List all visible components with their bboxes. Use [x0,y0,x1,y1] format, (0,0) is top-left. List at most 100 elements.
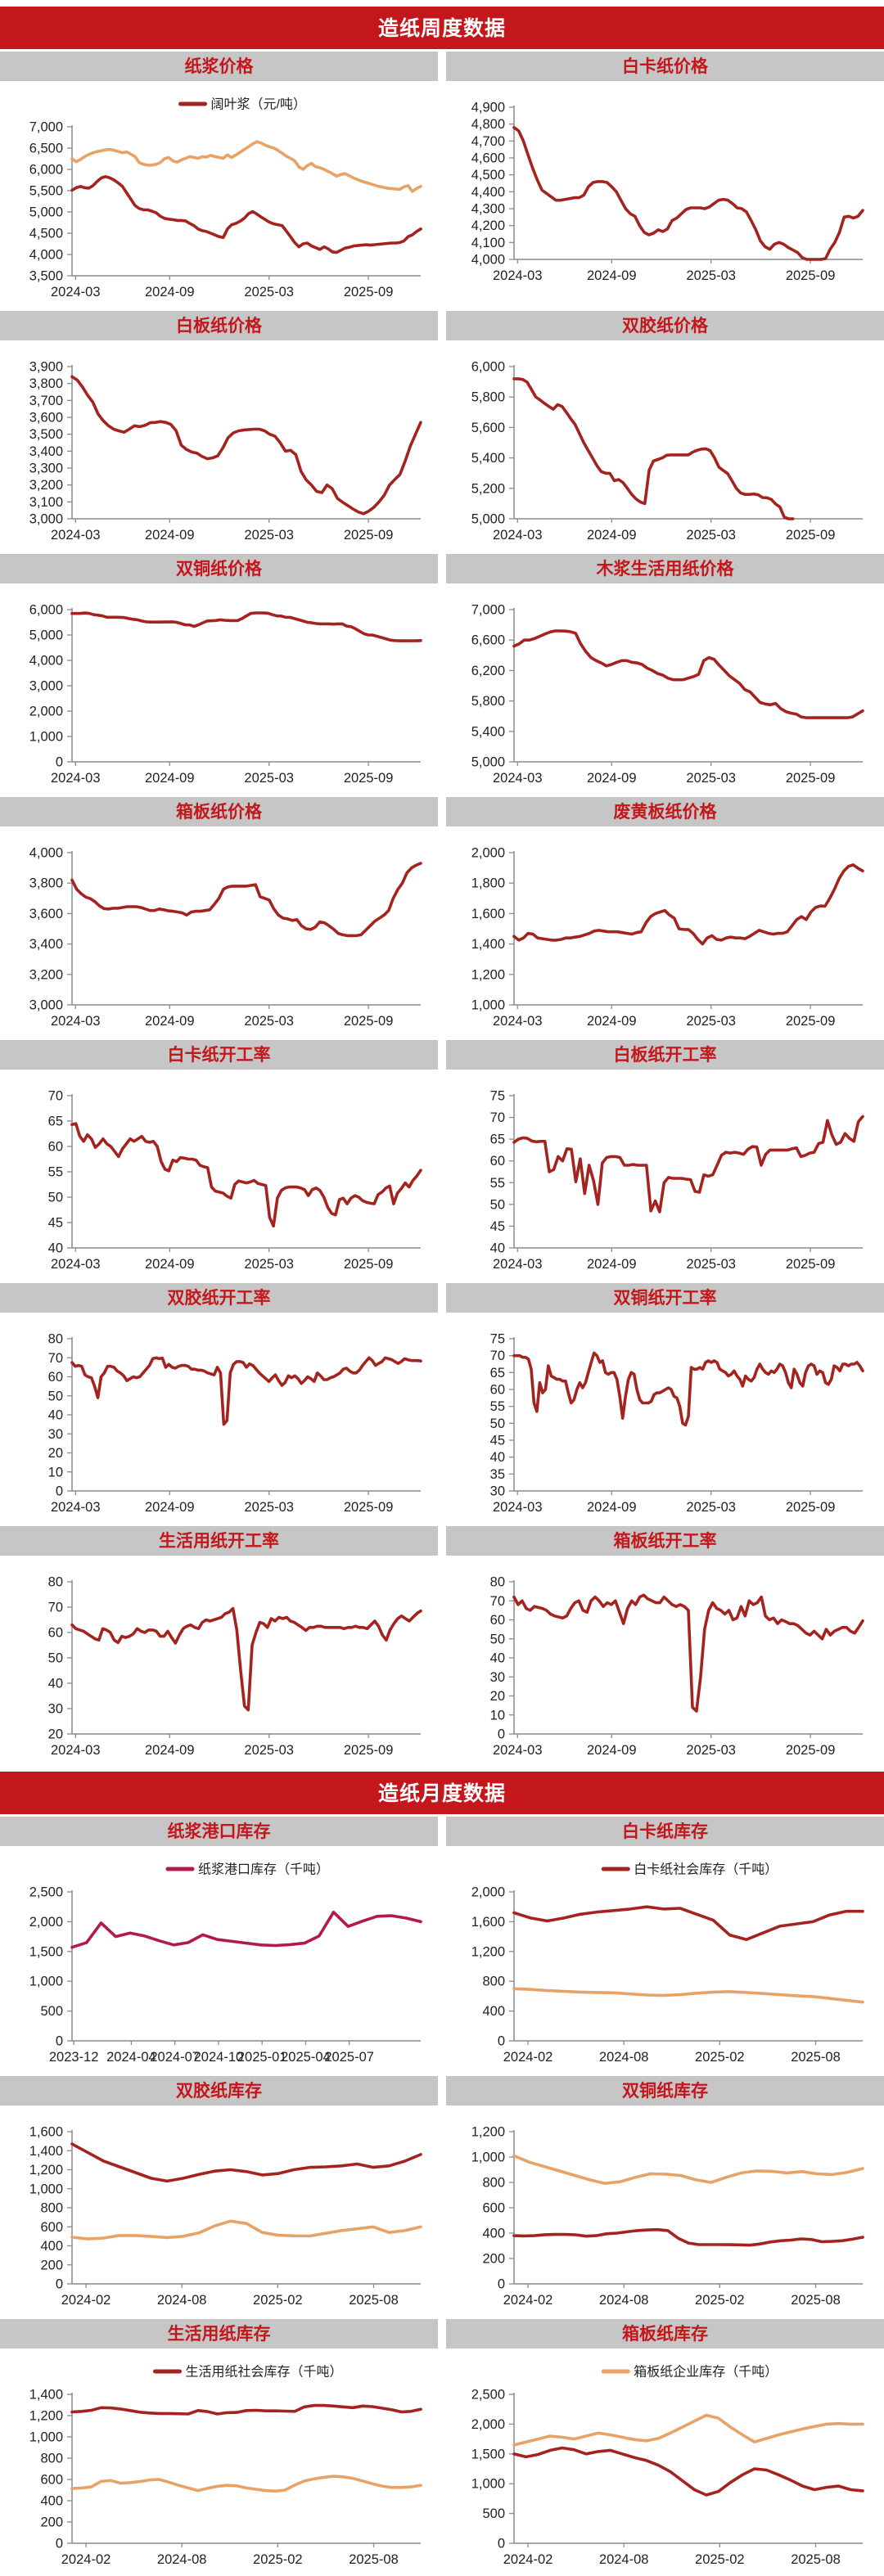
svg-text:2024-03: 2024-03 [51,528,101,543]
svg-text:1,600: 1,600 [471,1915,505,1930]
svg-text:75: 75 [490,1332,505,1347]
svg-text:2025-03: 2025-03 [686,1500,736,1515]
svg-text:2025-03: 2025-03 [244,771,294,786]
svg-text:0: 0 [56,2034,63,2049]
svg-text:2024-03: 2024-03 [493,268,543,283]
svg-text:70: 70 [490,1594,505,1609]
chart-row: 0 1,000 2,000 3,000 4,000 5,000 6,000 2024-03 20… [0,583,884,795]
chart-row: 3,000 3,200 3,400 3,600 3,800 4,000 2024-03 202… [0,826,884,1038]
svg-text:2025-03: 2025-03 [686,1257,736,1272]
line-chart-svg: 0 400 800 1,200 1,600 2,000 2024-02 2024-08 2025… [471,1862,864,2065]
line-chart-svg: 0 10 20 30 40 50 60 70 80 2024-03 2024-09 2025-03 20… [490,1575,864,1758]
svg-text:5,400: 5,400 [471,451,505,466]
svg-text:200: 200 [40,2515,63,2530]
section-title-occ-price: 废黄板纸价格 [446,797,884,826]
svg-text:2025-02: 2025-02 [253,2552,303,2567]
svg-text:2025-08: 2025-08 [791,2050,841,2065]
chart-containerboard-operating-rate: 0 10 20 30 40 50 60 70 80 2024-03 2024-09 2025-03 20… [442,1556,884,1767]
svg-text:5,200: 5,200 [471,481,505,496]
svg-text:2024-03: 2024-03 [493,1500,543,1515]
svg-text:1,200: 1,200 [471,967,505,982]
svg-text:4,400: 4,400 [471,185,505,200]
chart-offset-paper-price: 5,000 5,200 5,400 5,600 5,800 6,000 2024-03 202… [442,340,884,552]
svg-text:800: 800 [40,2201,63,2216]
section-title-offset-inventory: 双胶纸库存 [0,2076,438,2105]
svg-text:2024-09: 2024-09 [587,771,637,786]
svg-text:0: 0 [498,1727,505,1742]
svg-text:1,800: 1,800 [471,876,505,891]
svg-text:2024-08: 2024-08 [599,2293,649,2308]
svg-text:5,000: 5,000 [29,205,63,220]
line-chart-svg: 0 1,000 2,000 3,000 4,000 5,000 6,000 2024-03 20… [29,603,422,786]
svg-text:80: 80 [490,1575,505,1590]
svg-text:75: 75 [490,1089,505,1104]
svg-text:1,000: 1,000 [29,2430,63,2445]
svg-text:40: 40 [490,1450,505,1465]
svg-text:1,400: 1,400 [471,937,505,952]
line-chart-svg: 0 200 400 600 800 1,000 1,200 1,400 1,600 2024-02… [29,2125,422,2308]
svg-text:3,700: 3,700 [29,394,63,408]
svg-text:400: 400 [40,2239,63,2254]
svg-text:2024-07: 2024-07 [150,2050,200,2065]
svg-text:2025-03: 2025-03 [686,528,736,543]
svg-text:2025-03: 2025-03 [686,1014,736,1029]
svg-text:2024-03: 2024-03 [51,1500,101,1515]
svg-text:2024-03: 2024-03 [51,1014,101,1029]
svg-text:2024-09: 2024-09 [587,268,637,283]
svg-text:6,500: 6,500 [29,142,63,156]
svg-text:2025-03: 2025-03 [686,1743,736,1758]
svg-text:50: 50 [48,1651,63,1666]
chart-row: 20 30 40 50 60 70 80 2024-03 2024-09 2025-03 2025-… [0,1556,884,1767]
svg-text:2024-03: 2024-03 [493,528,543,543]
chart-row: 0 200 400 600 800 1,000 1,200 1,400 1,600 2024-02… [0,2105,884,2317]
svg-text:1,000: 1,000 [471,998,505,1013]
svg-text:80: 80 [48,1332,63,1347]
svg-text:2024-09: 2024-09 [145,1743,195,1758]
svg-text:4,700: 4,700 [471,134,505,149]
section-title-offset-paper-price: 双胶纸价格 [446,311,884,340]
chart-coated-inventory: 0 200 400 600 800 1,000 1,200 2024-02 2024-08 202… [442,2105,884,2317]
svg-text:5,000: 5,000 [471,512,505,527]
chart-pulp-port-inventory: 0 500 1,000 1,500 2,000 2,500 2023-12 2024-04 20… [0,1846,442,2074]
svg-text:400: 400 [482,2004,505,2019]
svg-text:2025-07: 2025-07 [324,2050,374,2065]
svg-text:2024-02: 2024-02 [61,2552,111,2567]
chart-offset-inventory: 0 200 400 600 800 1,000 1,200 1,400 1,600 2024-02… [0,2105,442,2317]
svg-text:3,000: 3,000 [29,512,63,527]
svg-text:500: 500 [482,2506,505,2521]
svg-text:6,000: 6,000 [471,360,505,375]
svg-text:70: 70 [490,1349,505,1363]
svg-text:2,000: 2,000 [29,705,63,719]
svg-text:纸浆港口库存（千吨）: 纸浆港口库存（千吨） [198,1862,329,1877]
svg-text:6,000: 6,000 [29,163,63,178]
svg-text:2025-08: 2025-08 [791,2293,841,2308]
svg-text:400: 400 [482,2227,505,2241]
svg-text:40: 40 [48,1677,63,1691]
svg-text:5,600: 5,600 [471,421,505,435]
section-title-coated-operating-rate: 双铜纸开工率 [446,1283,884,1313]
svg-text:2025-03: 2025-03 [244,1014,294,1029]
svg-text:60: 60 [48,1140,63,1155]
svg-text:2024-09: 2024-09 [145,1500,195,1515]
line-chart-svg: 3,500 4,000 4,500 5,000 5,500 6,000 6,500 7,000… [29,97,422,299]
svg-text:60: 60 [48,1370,63,1385]
svg-text:50: 50 [490,1416,505,1431]
svg-text:30: 30 [48,1702,63,1717]
svg-text:0: 0 [56,2537,63,2551]
svg-text:1,400: 1,400 [29,2144,63,2159]
svg-text:40: 40 [490,1651,505,1666]
svg-text:200: 200 [482,2252,505,2267]
svg-text:2025-04: 2025-04 [281,2050,331,2065]
section-title-tissue-operating-rate: 生活用纸开工率 [0,1526,438,1556]
svg-text:2025-09: 2025-09 [786,771,836,786]
svg-text:2025-09: 2025-09 [344,528,394,543]
svg-text:2025-09: 2025-09 [344,1014,394,1029]
svg-text:10: 10 [48,1465,63,1479]
svg-text:4,500: 4,500 [29,227,63,241]
svg-text:2024-09: 2024-09 [145,771,195,786]
chart-row: 40 45 50 55 60 65 70 2024-03 2024-09 2025-03 2025-… [0,1070,884,1281]
svg-text:1,000: 1,000 [29,730,63,745]
svg-text:2025-09: 2025-09 [786,268,836,283]
svg-text:4,300: 4,300 [471,202,505,217]
